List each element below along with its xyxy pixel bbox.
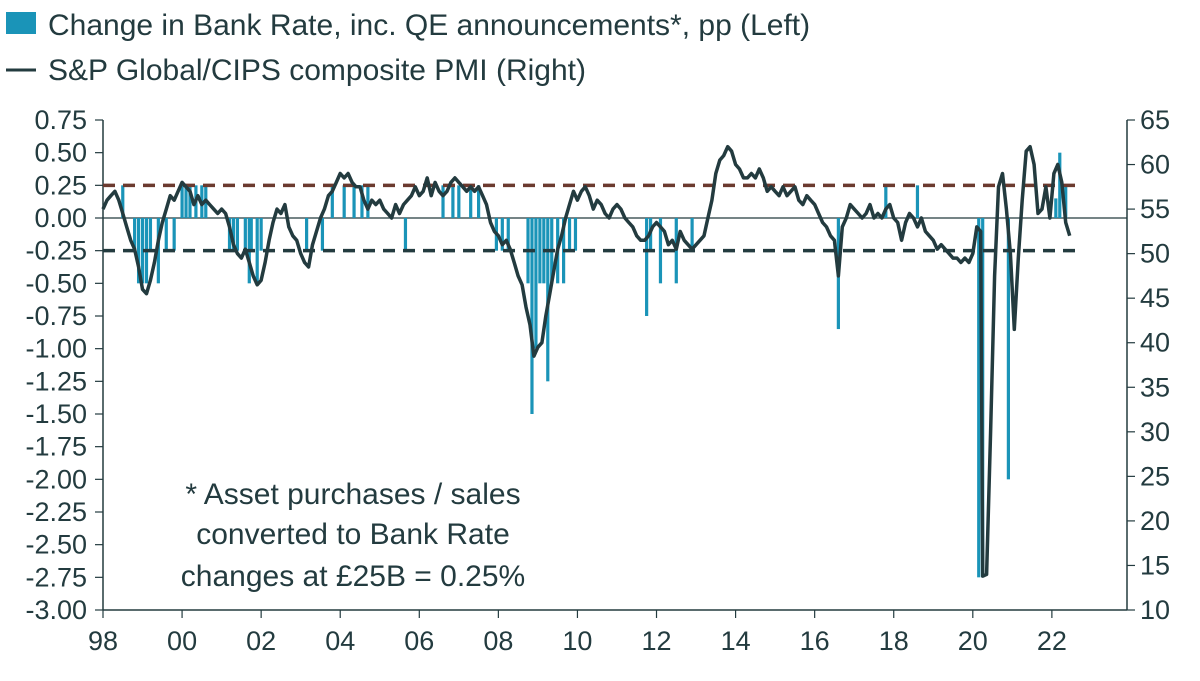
bank-rate-bar — [1006, 218, 1010, 480]
bank-rate-bar — [534, 218, 538, 349]
right-tick-label: 25 — [1140, 461, 1170, 491]
legend-bar-swatch — [6, 12, 36, 34]
left-tick-label: -2.25 — [25, 497, 87, 527]
bank-rate-bar — [156, 218, 160, 284]
bank-rate-bar — [403, 218, 408, 251]
bank-rate-bar — [243, 218, 247, 251]
bank-rate-bar — [320, 218, 325, 251]
plot-area: 0.750.500.250.00-0.25-0.50-0.75-1.00-1.2… — [25, 105, 1170, 656]
bank-rate-bar — [690, 218, 694, 251]
bank-rate-bar — [506, 218, 510, 251]
bank-rate-bar — [500, 218, 504, 251]
bank-rate-bar — [352, 185, 356, 218]
left-tick-label: -1.75 — [25, 432, 87, 462]
left-tick-label: -2.00 — [25, 464, 87, 494]
pmi-line — [101, 144, 1072, 578]
x-tick-label: 16 — [800, 626, 830, 656]
x-tick-label: 06 — [404, 626, 434, 656]
x-tick-label: 08 — [483, 626, 513, 656]
bank-rate-bar — [451, 185, 455, 218]
bank-rate-bar — [148, 218, 153, 251]
bank-rate-bar — [476, 185, 481, 218]
left-tick-label: -1.50 — [25, 399, 87, 429]
x-tick-label: 02 — [246, 626, 276, 656]
bank-rate-bar — [530, 218, 534, 414]
x-tick-label: 04 — [325, 626, 355, 656]
left-tick-label: -3.00 — [25, 595, 87, 625]
right-tick-label: 15 — [1140, 550, 1170, 580]
bank-rate-bar — [469, 185, 473, 218]
legend: Change in Bank Rate, inc. QE announcemen… — [6, 9, 810, 87]
note-line-1: * Asset purchases / sales — [185, 478, 520, 511]
bank-rate-bar — [366, 185, 370, 218]
left-tick-label: -2.75 — [25, 562, 87, 592]
bank-rate-bar — [360, 185, 364, 218]
bank-rate-bar — [645, 218, 649, 316]
bank-rate-bar — [1054, 198, 1058, 218]
right-tick-label: 65 — [1140, 105, 1170, 135]
bank-rate-bar — [441, 185, 445, 218]
x-tick-label: 14 — [721, 626, 751, 656]
bank-rate-bar — [567, 218, 572, 251]
bank-rate-bar — [184, 185, 188, 218]
bank-rate-bar — [1064, 185, 1068, 218]
x-tick-label: 22 — [1037, 626, 1067, 656]
left-tick-label: -0.75 — [25, 301, 87, 331]
bank-rate-bar — [342, 185, 346, 218]
x-tick-label: 12 — [641, 626, 671, 656]
bank-rate-bar — [1058, 152, 1062, 218]
right-tick-label: 30 — [1140, 417, 1170, 447]
right-tick-label: 20 — [1140, 506, 1170, 536]
bank-rate-bar — [133, 218, 137, 251]
left-tick-label: -1.00 — [25, 334, 87, 364]
left-tick-label: -0.50 — [25, 268, 87, 298]
bank-rate-bar — [140, 218, 145, 284]
right-tick-label: 50 — [1140, 239, 1170, 269]
x-tick-label: 10 — [562, 626, 592, 656]
bank-rate-bar — [538, 218, 542, 284]
bank-rate-bar — [457, 185, 461, 218]
left-tick-label: -1.25 — [25, 366, 87, 396]
left-tick-label: 0.50 — [34, 138, 87, 168]
note-line-2: converted to Bank Rate — [196, 518, 510, 551]
legend-bar-label: Change in Bank Rate, inc. QE announcemen… — [48, 9, 810, 42]
x-tick-label: 20 — [958, 626, 988, 656]
right-tick-label: 40 — [1140, 328, 1170, 358]
bank-rate-bar — [136, 218, 141, 284]
x-tick-label: 00 — [167, 626, 197, 656]
right-tick-label: 35 — [1140, 372, 1170, 402]
x-tick-label: 18 — [879, 626, 909, 656]
bank-rate-bar — [231, 218, 236, 251]
bank-rate-bar — [249, 218, 253, 251]
bank-rate-bar — [305, 218, 309, 251]
bank-rate-bar — [884, 185, 888, 218]
left-tick-label: 0.75 — [34, 105, 87, 135]
bank-rate-bar — [188, 185, 192, 218]
bank-rate-bar — [255, 218, 259, 284]
left-tick-label: 0.25 — [34, 170, 87, 200]
bank-rate-bar — [259, 218, 263, 251]
right-tick-label: 55 — [1140, 194, 1170, 224]
bank-rate-bar — [172, 218, 176, 251]
bank-rate-bar — [330, 185, 334, 218]
left-tick-label: -2.50 — [25, 530, 87, 560]
left-tick-label: 0.00 — [34, 203, 87, 233]
right-tick-label: 60 — [1140, 150, 1170, 180]
bank-rate-bar — [180, 185, 184, 218]
bank-rate-bar — [164, 218, 168, 251]
bank-rate-bar — [915, 185, 920, 218]
bank-rate-bar — [977, 218, 981, 578]
x-tick-label: 98 — [88, 626, 118, 656]
asset-purchase-note: * Asset purchases / sales converted to B… — [181, 478, 525, 593]
bank-rate-bar — [658, 218, 663, 284]
note-line-3: changes at £25B = 0.25% — [181, 560, 525, 593]
right-tick-label: 45 — [1140, 283, 1170, 313]
right-tick-label: 10 — [1140, 595, 1170, 625]
bank-rate-bar — [573, 218, 578, 251]
bank-rate-bar — [235, 218, 240, 251]
legend-line-label: S&P Global/CIPS composite PMI (Right) — [48, 54, 586, 87]
left-tick-label: -0.25 — [25, 236, 87, 266]
bank-rate-bar — [121, 185, 125, 218]
